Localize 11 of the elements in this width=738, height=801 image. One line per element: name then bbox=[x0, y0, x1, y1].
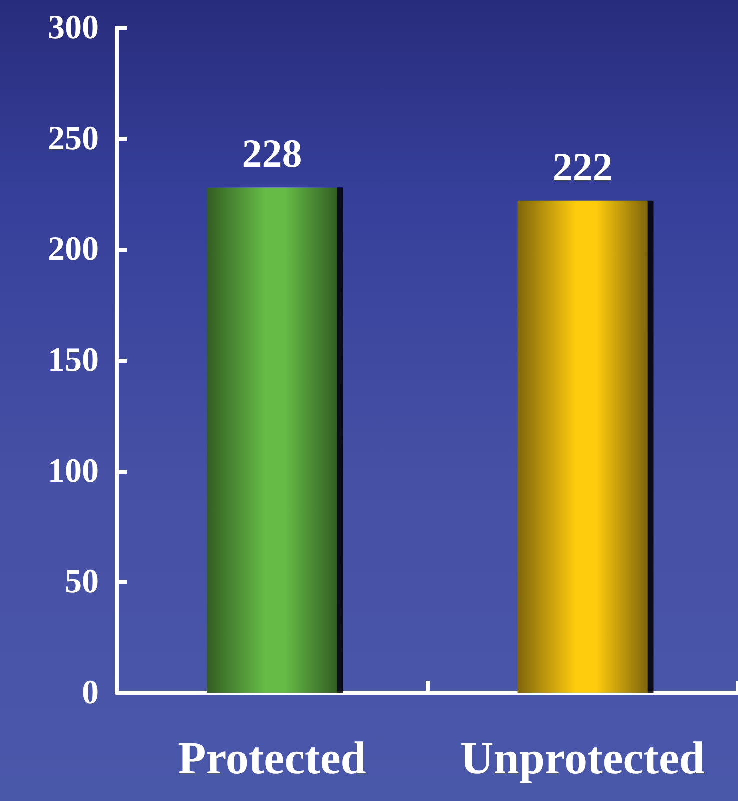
y-tick-label: 0 bbox=[82, 674, 99, 712]
x-tick-label: Unprotected bbox=[460, 732, 706, 784]
y-tick-label: 250 bbox=[48, 120, 99, 158]
y-tick-label: 300 bbox=[48, 10, 99, 46]
x-tick-label: Protected bbox=[178, 732, 367, 784]
y-tick-label: 50 bbox=[65, 564, 99, 601]
data-label: 228 bbox=[242, 131, 302, 176]
y-tick-label: 100 bbox=[48, 452, 99, 490]
y-tick-label: 150 bbox=[48, 342, 99, 379]
data-label: 222 bbox=[552, 144, 613, 190]
y-tick-label: 200 bbox=[48, 231, 99, 268]
